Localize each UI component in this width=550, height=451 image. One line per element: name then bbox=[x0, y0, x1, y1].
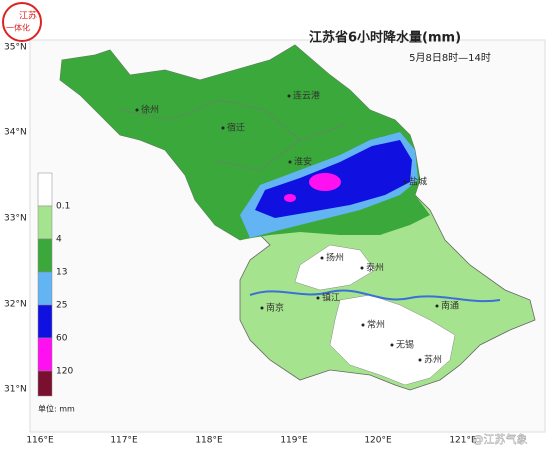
legend-unit: 单位: mm bbox=[38, 404, 75, 414]
city-label: 宿迁 bbox=[227, 122, 245, 134]
lon-label: 117°E bbox=[110, 436, 138, 446]
legend-swatch bbox=[37, 172, 53, 207]
rain-light bbox=[329, 294, 456, 386]
city-label: 连云港 bbox=[293, 90, 320, 102]
yangtze-river bbox=[249, 289, 501, 303]
city-label: 常州 bbox=[367, 319, 385, 331]
legend-swatch bbox=[37, 370, 53, 397]
city-label: 淮安 bbox=[294, 156, 312, 168]
lat-label: 33°N bbox=[4, 214, 27, 224]
rain-light bbox=[294, 244, 376, 291]
city-label: 镇江 bbox=[322, 292, 340, 304]
city-dot bbox=[316, 296, 320, 300]
legend-label: 60 bbox=[56, 334, 68, 344]
city-dot bbox=[260, 306, 264, 310]
city-label: 泰州 bbox=[366, 262, 384, 274]
city-dot bbox=[135, 108, 139, 112]
legend-label: 25 bbox=[56, 301, 67, 311]
city-dot bbox=[221, 126, 225, 130]
lon-label: 118°E bbox=[195, 436, 223, 446]
city-label: 徐州 bbox=[141, 104, 159, 116]
lon-label: 121°E bbox=[449, 436, 477, 446]
logo bbox=[2, 2, 42, 42]
city-borders bbox=[119, 99, 346, 171]
city-label: 南通 bbox=[441, 300, 459, 312]
lon-label: 120°E bbox=[364, 436, 392, 446]
city-dot bbox=[418, 358, 422, 362]
city-dot bbox=[288, 160, 292, 164]
city-dot bbox=[287, 94, 291, 98]
watermark: @江苏气象 bbox=[473, 432, 528, 446]
logo-text: 一体化 bbox=[6, 23, 30, 33]
legend-label: 0.1 bbox=[56, 202, 70, 212]
legend-swatch bbox=[37, 337, 53, 372]
city-dot bbox=[390, 343, 394, 347]
city-label: 苏州 bbox=[424, 354, 442, 366]
city-label: 扬州 bbox=[326, 252, 344, 264]
legend: 0.1 4 13 25 60 120 单位: mm bbox=[37, 172, 75, 414]
city-label: 盐城 bbox=[409, 176, 427, 188]
logo-text: 江苏 bbox=[19, 10, 37, 22]
lat-label: 34°N bbox=[4, 128, 27, 138]
legend-swatch bbox=[37, 238, 53, 273]
city-dot bbox=[360, 266, 364, 270]
city-dot bbox=[403, 180, 407, 184]
city-dot bbox=[361, 323, 365, 327]
legend-swatch bbox=[37, 304, 53, 339]
city-label: 南京 bbox=[266, 302, 284, 314]
lon-label: 116°E bbox=[26, 436, 54, 446]
legend-label: 120 bbox=[56, 367, 73, 377]
subtitle: 5月8日8时—14时 bbox=[409, 52, 491, 64]
legend-label: 13 bbox=[56, 268, 67, 278]
rain-120 bbox=[284, 194, 296, 202]
lon-label: 119°E bbox=[280, 436, 308, 446]
lat-label: 32°N bbox=[4, 300, 27, 310]
city-dot bbox=[320, 256, 324, 260]
legend-swatch bbox=[37, 271, 53, 306]
city-dot bbox=[435, 304, 439, 308]
city-label: 无锡 bbox=[396, 340, 414, 351]
legend-swatch bbox=[37, 205, 53, 240]
legend-label: 4 bbox=[56, 235, 62, 245]
title: 江苏省6小时降水量(mm) bbox=[309, 30, 461, 46]
lat-label: 35°N bbox=[4, 43, 27, 53]
rain-120 bbox=[309, 173, 341, 191]
lat-label: 31°N bbox=[4, 385, 27, 395]
